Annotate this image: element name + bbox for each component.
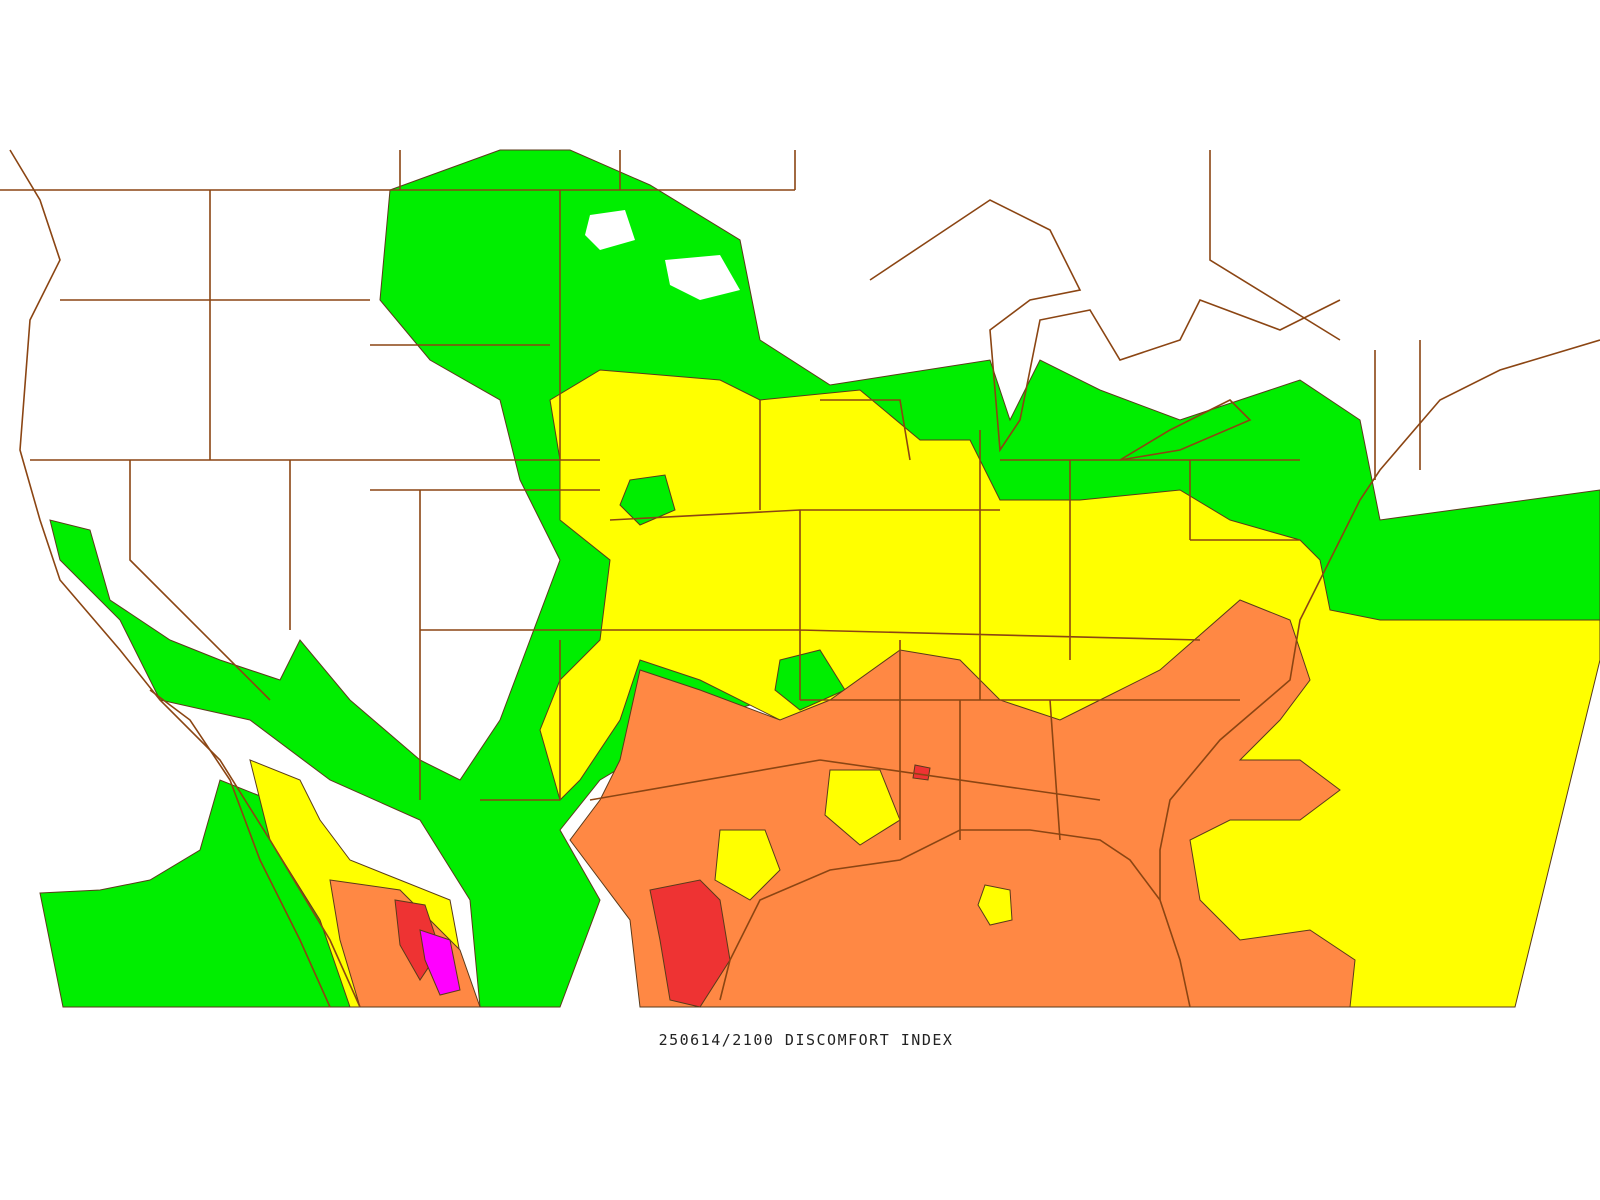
zone-magenta	[419, 929, 461, 996]
state-lines	[0, 150, 1421, 841]
map	[0, 149, 1600, 1008]
atlantic-coast	[1159, 339, 1600, 900]
zone-yellow	[977, 884, 1013, 926]
gap	[665, 255, 740, 300]
gap	[585, 210, 635, 250]
caption: 250614/2100 DISCOMFORT INDEX	[659, 1031, 954, 1049]
zone-yellow	[824, 769, 901, 846]
zone-orange	[569, 599, 1356, 1008]
zone-red	[912, 764, 931, 781]
gulf-coast	[719, 829, 1191, 1008]
west-coast	[9, 149, 361, 1008]
zone-yellow	[714, 829, 781, 901]
zone-red	[649, 879, 731, 1008]
baja-coast	[149, 689, 331, 1008]
great-lakes	[869, 199, 1341, 461]
